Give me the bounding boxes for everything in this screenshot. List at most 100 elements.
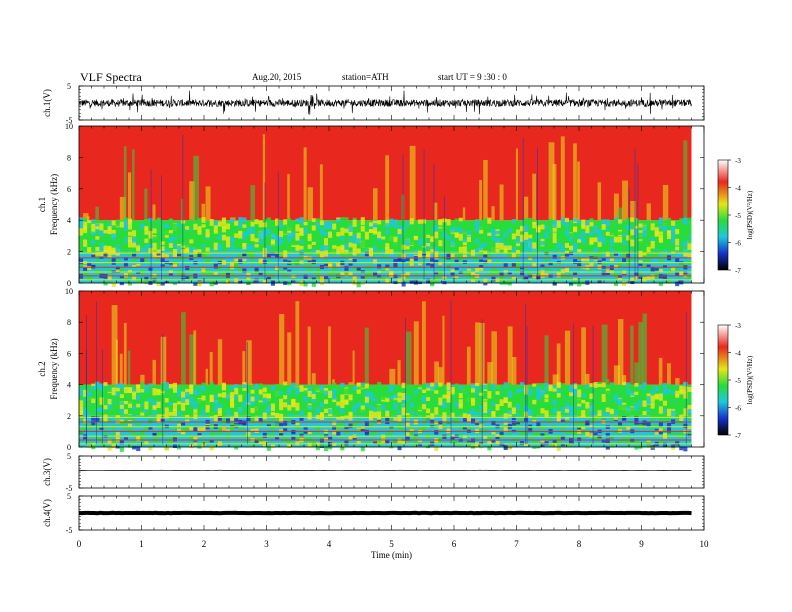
streak [552, 163, 557, 221]
speckle [397, 244, 402, 250]
speckle [409, 229, 414, 237]
speckle [422, 412, 427, 419]
speckle [115, 269, 120, 272]
speckle [658, 422, 663, 427]
streak [658, 357, 663, 385]
speckle [622, 243, 627, 251]
speckle [679, 446, 684, 451]
speckle [503, 382, 508, 388]
speckle [172, 384, 177, 393]
speckle [520, 271, 525, 276]
speckle [246, 393, 251, 398]
speckle [544, 273, 549, 277]
speckle [634, 218, 639, 226]
speckle [683, 240, 688, 248]
speckle [405, 436, 410, 441]
speckle [589, 432, 594, 438]
speckle [246, 416, 251, 422]
speckle [140, 247, 145, 255]
speckle [426, 226, 431, 231]
speckle [144, 226, 149, 231]
speckle [299, 385, 304, 392]
speckle [295, 425, 300, 430]
speckle [662, 389, 667, 396]
speckle [577, 437, 582, 442]
speckle [564, 222, 569, 228]
speckle [185, 391, 190, 400]
speckle [524, 405, 529, 412]
speckle [605, 446, 610, 450]
speckle [413, 249, 418, 256]
speckle [646, 442, 651, 448]
speckle [671, 220, 676, 226]
speckle [434, 231, 439, 239]
speckle [573, 422, 578, 426]
speckle [119, 401, 124, 405]
speckle [654, 393, 659, 400]
speckle [356, 236, 361, 244]
speckle [193, 403, 198, 410]
speckle [360, 405, 365, 413]
speckle [528, 247, 533, 253]
speckle [409, 280, 414, 284]
speckle [91, 240, 96, 248]
speckle [650, 402, 655, 409]
speckle [205, 425, 210, 430]
speckle [144, 412, 149, 419]
speckle [156, 258, 161, 262]
colorbar-tick-label: -3 [735, 157, 741, 165]
speckle [434, 382, 439, 388]
speckle [283, 273, 288, 278]
speckle [287, 443, 292, 449]
speckle [450, 253, 455, 258]
speckle [140, 257, 145, 263]
speckle [377, 231, 382, 239]
speckle [315, 274, 320, 280]
speckle [577, 427, 582, 431]
speckle [377, 441, 382, 446]
speckle [589, 411, 594, 415]
speckle [360, 382, 365, 387]
speckle [275, 228, 280, 236]
speckle [564, 275, 569, 279]
speckle [679, 271, 684, 276]
speckle [95, 260, 100, 263]
speckle [283, 228, 288, 235]
speckle [397, 232, 402, 238]
colorbar-tick-label: -7 [735, 267, 741, 275]
speckle [520, 417, 525, 420]
speckle [230, 426, 235, 431]
speckle [613, 389, 618, 395]
streak [152, 359, 156, 385]
speckle [160, 258, 165, 263]
speckle [609, 237, 614, 246]
speckle [675, 229, 680, 235]
speckle [311, 414, 316, 422]
speckle [344, 388, 349, 395]
speckle [593, 237, 598, 243]
speckle [373, 387, 378, 393]
speckle [136, 263, 141, 266]
speckle [397, 426, 402, 430]
speckle [266, 241, 271, 249]
streak [515, 148, 519, 221]
speckle [491, 392, 496, 398]
speckle [373, 220, 378, 225]
speckle [128, 231, 133, 236]
speckle [560, 410, 565, 414]
speckle [430, 398, 435, 407]
speckle [536, 225, 541, 233]
speckle [168, 243, 173, 248]
speckle [377, 381, 382, 388]
speckle [336, 427, 341, 432]
speckle [262, 432, 267, 438]
speckle [613, 272, 618, 278]
speckle [115, 436, 120, 442]
speckle [495, 440, 500, 444]
speckle [189, 385, 194, 392]
speckle [283, 219, 288, 226]
speckle [291, 436, 296, 441]
speckle [307, 386, 312, 392]
speckle [646, 255, 651, 258]
speckle [299, 411, 304, 416]
